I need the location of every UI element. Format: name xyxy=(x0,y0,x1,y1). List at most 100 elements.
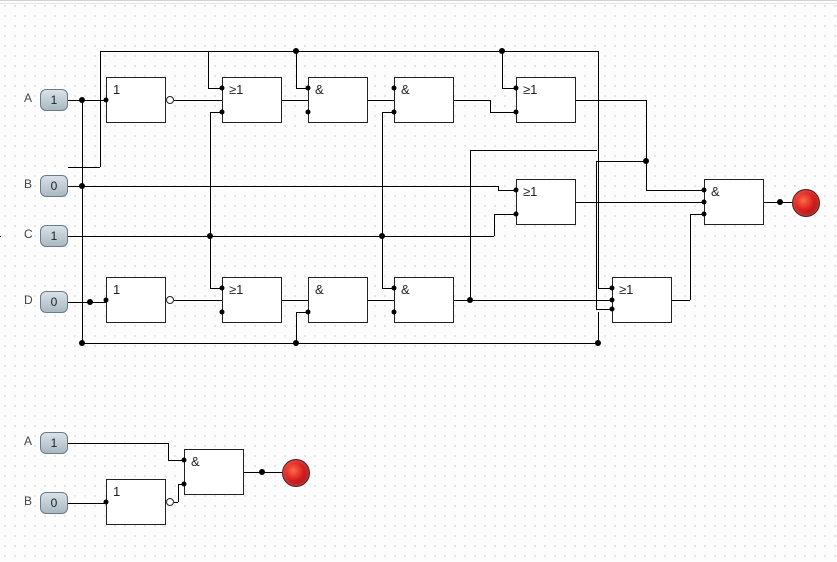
gate-and-2-sym: & xyxy=(401,82,410,97)
wire xyxy=(470,150,596,151)
label-b2: B xyxy=(24,494,32,508)
pin xyxy=(104,500,109,505)
wire xyxy=(368,100,394,101)
gate-or-3[interactable]: ≥1 xyxy=(516,179,576,225)
wire xyxy=(672,300,690,301)
junction xyxy=(79,183,85,189)
wire xyxy=(208,51,209,88)
wire xyxy=(502,51,503,88)
wire xyxy=(596,150,597,151)
wire xyxy=(210,112,211,236)
wire xyxy=(470,150,471,300)
wire xyxy=(382,236,494,237)
gate-and-3-sym: & xyxy=(315,282,324,297)
gate-and-2[interactable]: & xyxy=(394,77,454,123)
pin xyxy=(306,110,311,115)
pin xyxy=(306,310,311,315)
pin xyxy=(702,188,707,193)
gate-and-6[interactable]: & xyxy=(184,449,244,495)
switch-d[interactable]: 0 xyxy=(40,291,68,313)
wire xyxy=(168,443,169,460)
switch-b2[interactable]: 0 xyxy=(40,492,68,514)
pin xyxy=(610,307,615,312)
gate-and-3[interactable]: & xyxy=(308,277,368,323)
switch-a-value: 1 xyxy=(51,93,58,107)
wire xyxy=(174,502,178,503)
junction xyxy=(87,299,93,305)
pin xyxy=(392,286,397,291)
pin xyxy=(514,212,519,217)
pin xyxy=(702,212,707,217)
wire xyxy=(490,112,516,113)
gate-or-1[interactable]: ≥1 xyxy=(222,77,282,123)
label-c: C xyxy=(24,227,33,241)
pin xyxy=(610,286,615,291)
wire xyxy=(68,186,498,187)
wire xyxy=(210,236,382,237)
wire xyxy=(82,100,83,343)
gate-not-1[interactable]: 1 xyxy=(106,77,166,123)
wire xyxy=(178,484,179,502)
wire xyxy=(382,112,383,236)
wire xyxy=(596,161,597,309)
wire xyxy=(174,100,222,101)
gate-and-6-sym: & xyxy=(191,454,200,469)
pin xyxy=(182,482,187,487)
wire xyxy=(100,51,598,52)
gate-or-2-sym: ≥1 xyxy=(523,82,537,97)
gate-or-3-sym: ≥1 xyxy=(523,184,537,199)
wire xyxy=(368,300,394,301)
wire xyxy=(502,88,516,89)
wire xyxy=(490,100,491,112)
wire xyxy=(68,167,100,168)
wire xyxy=(100,51,101,167)
gate-or-4[interactable]: ≥1 xyxy=(222,277,282,323)
switch-a2[interactable]: 1 xyxy=(40,432,68,454)
gate-or-5-sym: ≥1 xyxy=(619,282,633,297)
not-bubble-2 xyxy=(166,296,174,304)
wire xyxy=(494,214,495,236)
gate-not-3[interactable]: 1 xyxy=(106,479,166,525)
pin xyxy=(702,200,707,205)
switch-c-value: 1 xyxy=(51,229,58,243)
wire xyxy=(68,503,106,504)
pin xyxy=(392,110,397,115)
wire xyxy=(646,190,704,191)
wire xyxy=(454,300,530,301)
wire xyxy=(68,443,168,444)
pin xyxy=(220,310,225,315)
label-a2: A xyxy=(24,434,32,448)
pin xyxy=(220,110,225,115)
gate-or-2[interactable]: ≥1 xyxy=(516,77,576,123)
switch-b[interactable]: 0 xyxy=(40,175,68,197)
wire xyxy=(576,202,688,203)
switch-c[interactable]: 1 xyxy=(40,225,68,247)
pin xyxy=(392,86,397,91)
wire xyxy=(174,300,222,301)
led-output-2 xyxy=(282,459,310,487)
junction xyxy=(293,48,299,54)
junction xyxy=(259,469,265,475)
wire xyxy=(282,100,308,101)
junction xyxy=(79,340,85,346)
gate-and-5-sym: & xyxy=(711,184,720,199)
wire xyxy=(210,236,211,288)
gate-and-4-sym: & xyxy=(401,282,410,297)
gate-not-2-sym: 1 xyxy=(113,282,120,297)
switch-d-value: 0 xyxy=(51,295,58,309)
gate-or-1-sym: ≥1 xyxy=(229,82,243,97)
gate-not-2[interactable]: 1 xyxy=(106,277,166,323)
diagram-canvas: { "canvas":{"width":837,"height":561,"bg… xyxy=(0,0,837,562)
junction xyxy=(595,340,601,346)
pin xyxy=(104,298,109,303)
switch-a2-value: 1 xyxy=(51,436,58,450)
led-output-1 xyxy=(792,189,820,217)
gate-or-5[interactable]: ≥1 xyxy=(612,277,672,323)
gate-and-5[interactable]: & xyxy=(704,179,764,225)
switch-a[interactable]: 1 xyxy=(40,89,68,111)
gate-and-4[interactable]: & xyxy=(394,277,454,323)
wire xyxy=(576,100,646,101)
wire xyxy=(282,300,308,301)
wire xyxy=(690,214,691,300)
gate-and-1[interactable]: & xyxy=(308,77,368,123)
